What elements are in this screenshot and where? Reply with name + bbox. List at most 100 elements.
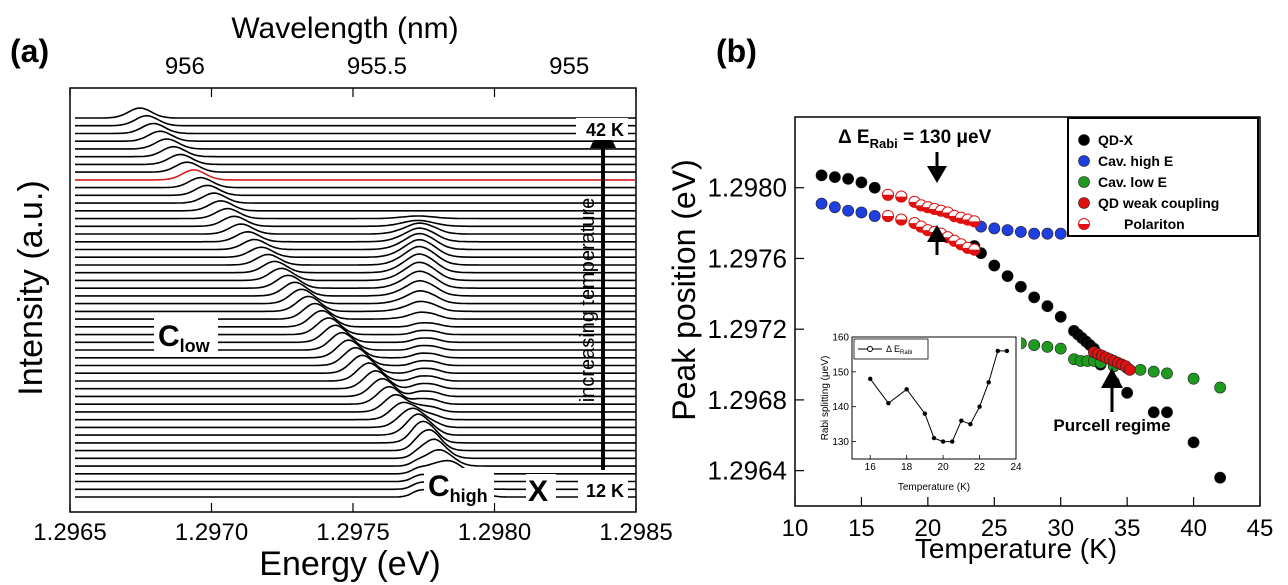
temp-top-label-bg — [576, 118, 628, 140]
data-point — [855, 176, 868, 189]
x-tick-label: 20 — [915, 515, 942, 542]
temp-bottom-label: 12 K — [586, 481, 624, 501]
inset-series — [868, 348, 1010, 444]
data-point — [1001, 270, 1014, 283]
inset-data-point — [995, 348, 1000, 354]
spectrum-line — [75, 161, 636, 173]
spectrum-line — [75, 270, 636, 289]
inset-legend-box — [853, 338, 929, 360]
x-tick-label: 40 — [1180, 515, 1207, 542]
inset-y-tick-label: 140 — [832, 402, 849, 413]
data-point — [842, 172, 855, 185]
panel-a-ticks: 1.2965 1.2970 1.2975 1.2980 1.2985 956 955.5 95… — [33, 53, 672, 546]
inset-data-point — [931, 435, 937, 441]
data-point — [1134, 363, 1147, 376]
data-point — [1121, 386, 1134, 399]
legend-marker — [1078, 155, 1090, 167]
spectrum-line — [75, 227, 636, 243]
panel-b-y-axis-label: Peak position (eV) — [666, 159, 702, 420]
panel-a-spectra — [75, 107, 636, 498]
spectrum-line — [75, 428, 636, 452]
panel-b-label: (b) — [716, 33, 757, 69]
spectrum-line — [75, 238, 636, 258]
temp-top-label: 42 K — [586, 120, 624, 140]
spectrum-line — [75, 347, 636, 367]
data-point — [1028, 339, 1041, 351]
panel-b-legend: QD-X Cav. high E Cav. low E QD weak couplin… — [1067, 117, 1259, 237]
x-tick-label: 1.2980 — [458, 519, 531, 546]
x-exciton-label: X — [528, 475, 548, 508]
inset-x-tick-label: 16 — [865, 462, 877, 473]
data-point — [1041, 340, 1054, 353]
spectrum-line — [75, 438, 636, 460]
data-point — [1161, 367, 1173, 380]
data-point — [1014, 226, 1027, 238]
inset-y-tick-label: 150 — [832, 367, 849, 378]
x-tick-label: 35 — [1114, 515, 1141, 542]
x-tick-label: 30 — [1047, 515, 1074, 542]
data-point — [1187, 436, 1200, 449]
panel-a-wavelength-label: Wavelength (nm) — [231, 12, 458, 45]
inset-data-point — [986, 380, 991, 385]
c-high-label: Chigh — [428, 470, 488, 506]
spectrum-line — [75, 369, 636, 390]
inset-x-axis-label: Temperature (K) — [898, 482, 970, 493]
spectrum-line — [75, 279, 636, 297]
legend-box — [1067, 117, 1259, 237]
legend-marker-polariton-half — [1078, 224, 1090, 230]
spectrum-line — [75, 420, 636, 444]
spectrum-line — [75, 407, 636, 429]
inset-y-tick-label: 160 — [832, 333, 849, 344]
spectrum-line — [75, 354, 636, 374]
inset-x-tick-label: 24 — [1010, 462, 1022, 473]
panel-a-annotations: increasing temperature 42 K 12 K Clow Ch… — [154, 118, 628, 508]
rabi-arrow-up-head — [927, 225, 947, 242]
spectrum-line — [75, 114, 636, 127]
wavelength-tick-label: 955 — [549, 53, 589, 80]
panel-a-plot-frame — [69, 87, 637, 513]
spectrum-line — [75, 200, 636, 212]
spectrum-line — [75, 362, 636, 382]
polariton-point-half — [882, 194, 894, 201]
x-tick-label: 15 — [848, 515, 875, 542]
inset-x-tick-label: 22 — [974, 462, 986, 473]
spectrum-line — [75, 153, 636, 166]
panel-a-y-axis-label: Intensity (a.u.) — [12, 180, 50, 395]
data-point — [1014, 280, 1027, 293]
spectrum-line — [75, 295, 636, 313]
legend-label: QD-X — [1098, 132, 1134, 148]
data-point — [1147, 365, 1160, 378]
spectrum-line — [75, 232, 636, 251]
c-high-label-bg — [424, 468, 494, 508]
spectrum-line — [75, 184, 636, 197]
data-point — [1041, 227, 1054, 240]
purcell-regime-label: Purcell regime — [1053, 416, 1170, 435]
spectrum-line — [75, 192, 636, 204]
x-tick-label: 1.2970 — [175, 519, 248, 546]
purcell-arrow-head — [1101, 368, 1123, 388]
inset-y-tick-label: 130 — [832, 437, 849, 448]
x-label-bg — [526, 474, 556, 506]
y-tick-label: 1.2964 — [707, 456, 787, 486]
panel-b-ticks: 10 15 20 25 30 35 40 45 1.2964 1.2968 1.2972 1.2976… — [707, 173, 1273, 542]
polariton-point-half — [968, 249, 980, 256]
spectrum-line — [75, 393, 636, 413]
data-point — [1147, 406, 1160, 419]
legend-marker — [1078, 134, 1090, 146]
rabi-splitting-label: Δ ERabi = 130 μeV — [838, 127, 992, 151]
spectrum-line — [75, 176, 636, 189]
polariton-point-half — [895, 219, 907, 226]
polariton-point-half — [968, 221, 980, 227]
inset-data-point — [1004, 348, 1010, 354]
inset-x-tick-label: 20 — [938, 462, 950, 473]
data-point — [828, 201, 841, 214]
spectrum-line — [75, 413, 636, 436]
panel-b: (b) Temperature (K) Peak position (eV) 1… — [666, 33, 1273, 564]
inset-data-point — [886, 401, 891, 406]
x-tick-label: 25 — [981, 515, 1008, 542]
data-point — [1054, 342, 1067, 355]
inset-x-tick-label: 18 — [901, 462, 913, 473]
data-point — [1214, 471, 1227, 484]
inset-data-point — [950, 439, 955, 444]
